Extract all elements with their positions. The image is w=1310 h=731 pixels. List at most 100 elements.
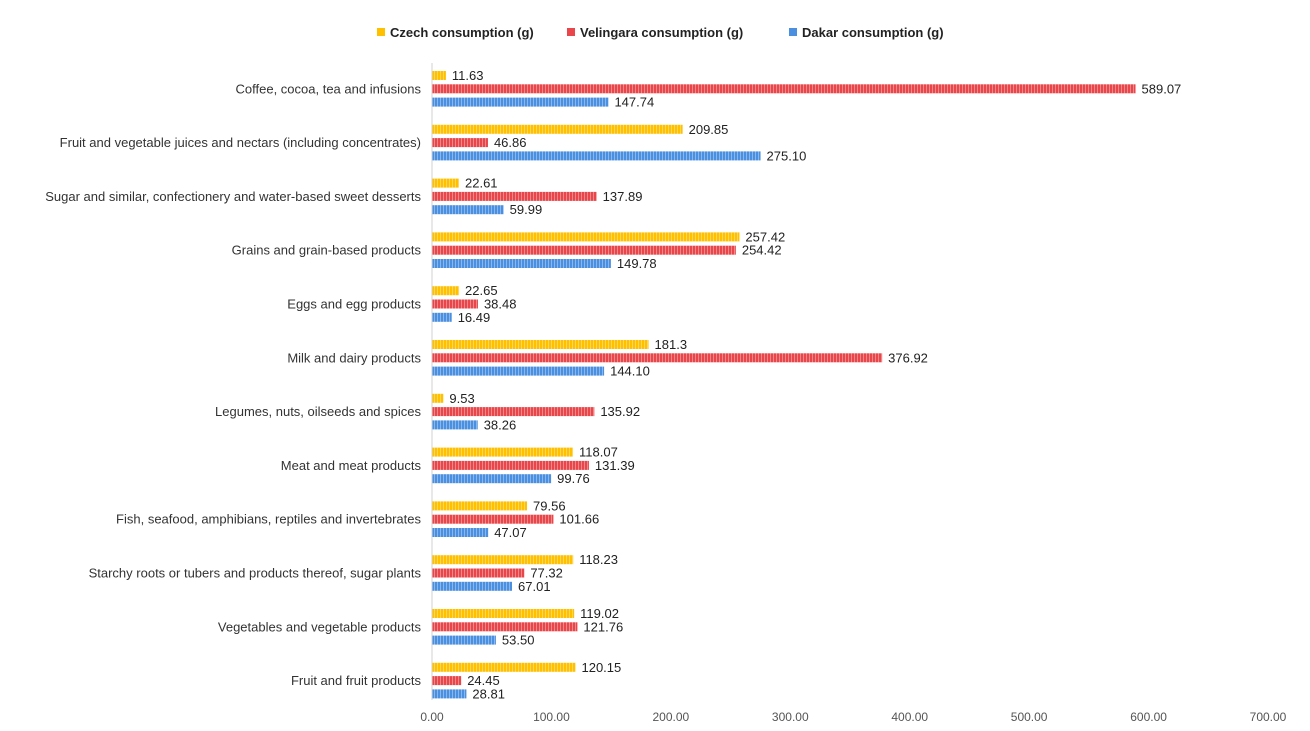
data-label: 77.32 xyxy=(530,566,563,581)
x-tick-label: 700.00 xyxy=(1250,710,1287,724)
data-label: 22.65 xyxy=(465,283,498,298)
category-label: Milk and dairy products xyxy=(287,350,421,365)
bar-velingara-consumption-g-11 xyxy=(432,676,462,686)
data-label: 101.66 xyxy=(559,512,599,527)
legend: Czech consumption (g) Velingara consumpti… xyxy=(377,25,944,40)
bar-dakar-consumption-g-9 xyxy=(432,581,513,591)
legend-label-velingara-consumption-g: Velingara consumption (g) xyxy=(580,25,743,40)
bar-czech-consumption-g-4 xyxy=(432,286,460,296)
bar-velingara-consumption-g-1 xyxy=(432,138,488,148)
bar-velingara-consumption-g-6 xyxy=(432,407,595,417)
bar-czech-consumption-g-3 xyxy=(432,232,740,242)
category-label: Legumes, nuts, oilseeds and spices xyxy=(215,404,421,419)
bar-dakar-consumption-g-2 xyxy=(432,205,504,215)
data-label: 131.39 xyxy=(595,458,635,473)
bar-dakar-consumption-g-1 xyxy=(432,151,761,161)
data-label: 9.53 xyxy=(449,391,474,406)
bar-velingara-consumption-g-7 xyxy=(432,460,589,470)
bar-velingara-consumption-g-5 xyxy=(432,353,883,363)
bar-velingara-consumption-g-0 xyxy=(432,84,1136,94)
data-label: 181.3 xyxy=(655,337,688,352)
bar-velingara-consumption-g-9 xyxy=(432,568,525,578)
data-label: 24.45 xyxy=(467,673,500,688)
bar-czech-consumption-g-1 xyxy=(432,124,683,134)
data-label: 209.85 xyxy=(689,122,729,137)
data-label: 149.78 xyxy=(617,256,657,271)
legend-label-dakar-consumption-g: Dakar consumption (g) xyxy=(802,25,944,40)
data-label: 376.92 xyxy=(888,350,928,365)
bar-czech-consumption-g-6 xyxy=(432,393,444,403)
data-label: 38.26 xyxy=(484,417,517,432)
data-label: 120.15 xyxy=(581,660,621,675)
legend-swatch-dakar-consumption-g xyxy=(789,28,797,36)
data-label: 118.23 xyxy=(579,552,618,567)
x-tick-label: 100.00 xyxy=(533,710,570,724)
bar-velingara-consumption-g-2 xyxy=(432,191,597,201)
x-tick-label: 300.00 xyxy=(772,710,809,724)
data-label: 79.56 xyxy=(533,498,566,513)
category-label: Fruit and fruit products xyxy=(291,673,422,688)
data-label: 22.61 xyxy=(465,176,498,191)
category-label: Fish, seafood, amphibians, reptiles and … xyxy=(116,512,421,527)
data-label: 275.10 xyxy=(767,148,807,163)
data-label: 38.48 xyxy=(484,297,517,312)
bar-dakar-consumption-g-5 xyxy=(432,366,605,376)
bar-czech-consumption-g-9 xyxy=(432,555,574,565)
category-label: Fruit and vegetable juices and nectars (… xyxy=(60,135,421,150)
bar-czech-consumption-g-7 xyxy=(432,447,574,457)
x-tick-label: 600.00 xyxy=(1130,710,1167,724)
bar-dakar-consumption-g-3 xyxy=(432,259,611,268)
data-label: 135.92 xyxy=(600,404,640,419)
bar-czech-consumption-g-5 xyxy=(432,340,649,349)
legend-label-czech-consumption-g: Czech consumption (g) xyxy=(390,25,534,40)
bar-dakar-consumption-g-10 xyxy=(432,635,496,645)
bar-dakar-consumption-g-8 xyxy=(432,528,489,537)
data-label: 99.76 xyxy=(557,471,590,486)
category-label: Vegetables and vegetable products xyxy=(218,619,422,634)
bar-czech-consumption-g-10 xyxy=(432,609,575,618)
data-label: 28.81 xyxy=(472,686,505,701)
bar-dakar-consumption-g-0 xyxy=(432,97,609,107)
bars-group: 11.63 589.07 147.74 209.85 46.86 275.10 22.61 1… xyxy=(432,68,1181,701)
data-label: 137.89 xyxy=(603,189,643,204)
x-tick-label: 500.00 xyxy=(1011,710,1048,724)
bar-velingara-consumption-g-4 xyxy=(432,299,478,309)
category-label: Coffee, cocoa, tea and infusions xyxy=(236,81,422,96)
data-label: 147.74 xyxy=(614,95,654,110)
data-label: 67.01 xyxy=(518,579,551,594)
data-label: 589.07 xyxy=(1142,81,1182,96)
category-label: Eggs and egg products xyxy=(287,297,421,312)
category-label: Starchy roots or tubers and products the… xyxy=(89,566,422,581)
data-label: 257.42 xyxy=(745,229,785,244)
data-label: 46.86 xyxy=(494,135,527,150)
data-label: 16.49 xyxy=(458,310,491,325)
bar-velingara-consumption-g-8 xyxy=(432,514,554,524)
bar-dakar-consumption-g-4 xyxy=(432,312,452,322)
bar-velingara-consumption-g-10 xyxy=(432,622,578,632)
bar-velingara-consumption-g-3 xyxy=(432,245,736,255)
x-tick-label: 0.00 xyxy=(420,710,444,724)
x-axis: 0.00 100.00 200.00 300.00 400.00 500.00 600.00… xyxy=(420,63,1287,724)
data-label: 59.99 xyxy=(510,202,543,217)
bar-czech-consumption-g-2 xyxy=(432,178,460,188)
category-label: Meat and meat products xyxy=(281,458,422,473)
x-tick-label: 400.00 xyxy=(891,710,928,724)
bar-czech-consumption-g-11 xyxy=(432,662,576,672)
bar-dakar-consumption-g-6 xyxy=(432,420,478,430)
bar-czech-consumption-g-8 xyxy=(432,501,528,511)
legend-swatch-czech-consumption-g xyxy=(377,28,385,36)
data-label: 119.02 xyxy=(580,606,619,621)
data-label: 118.07 xyxy=(579,445,618,460)
bar-czech-consumption-g-0 xyxy=(432,71,446,80)
data-label: 11.63 xyxy=(452,68,484,83)
legend-swatch-velingara-consumption-g xyxy=(567,28,575,36)
data-label: 254.42 xyxy=(742,243,782,258)
data-label: 121.76 xyxy=(583,619,623,634)
bar-dakar-consumption-g-11 xyxy=(432,689,467,699)
category-labels: Coffee, cocoa, tea and infusions Fruit an… xyxy=(45,81,421,688)
category-label: Sugar and similar, confectionery and wat… xyxy=(45,189,421,204)
data-label: 53.50 xyxy=(502,633,535,648)
x-tick-label: 200.00 xyxy=(653,710,690,724)
